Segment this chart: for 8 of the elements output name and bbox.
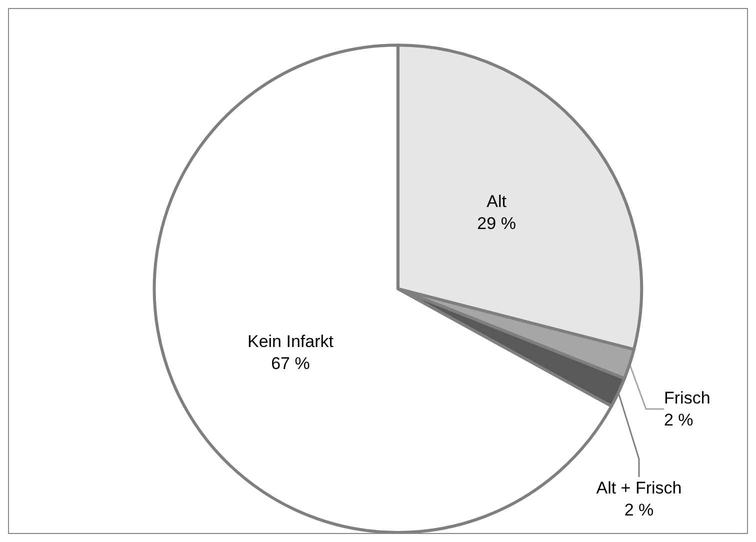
data-label: 29 % (477, 214, 516, 233)
data-label: 67 % (271, 354, 310, 373)
slice-label: Alt (486, 192, 507, 211)
data-label: 2 % (624, 500, 654, 520)
slice-label: Frisch (664, 388, 710, 408)
slice-label: Alt + Frisch (596, 478, 682, 498)
slice-label: Kein Infarkt (247, 332, 334, 351)
data-label: 2 % (664, 410, 694, 430)
